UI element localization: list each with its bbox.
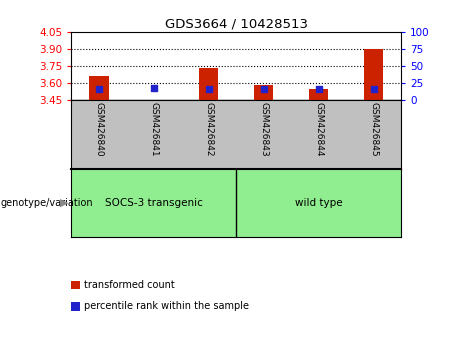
Bar [254,85,273,100]
Text: GSM426845: GSM426845 [369,102,378,156]
Point [315,86,322,92]
Text: GSM426841: GSM426841 [149,102,159,156]
Text: SOCS-3 transgenic: SOCS-3 transgenic [105,198,203,208]
Point [150,85,158,91]
Bar [364,49,383,100]
Point [370,86,377,91]
Text: transformed count: transformed count [84,280,175,290]
Point [260,86,267,91]
Bar [309,90,328,100]
Bar [89,76,108,100]
Point [205,86,213,91]
Text: GSM426842: GSM426842 [204,102,213,156]
Title: GDS3664 / 10428513: GDS3664 / 10428513 [165,18,308,31]
Text: GSM426843: GSM426843 [259,102,268,156]
Text: ▶: ▶ [60,198,68,208]
Text: GSM426840: GSM426840 [95,102,103,156]
Text: wild type: wild type [295,198,343,208]
Bar [199,68,219,100]
Text: percentile rank within the sample: percentile rank within the sample [84,301,249,311]
Text: genotype/variation: genotype/variation [1,198,94,208]
Point [95,86,103,91]
Text: GSM426844: GSM426844 [314,102,323,156]
